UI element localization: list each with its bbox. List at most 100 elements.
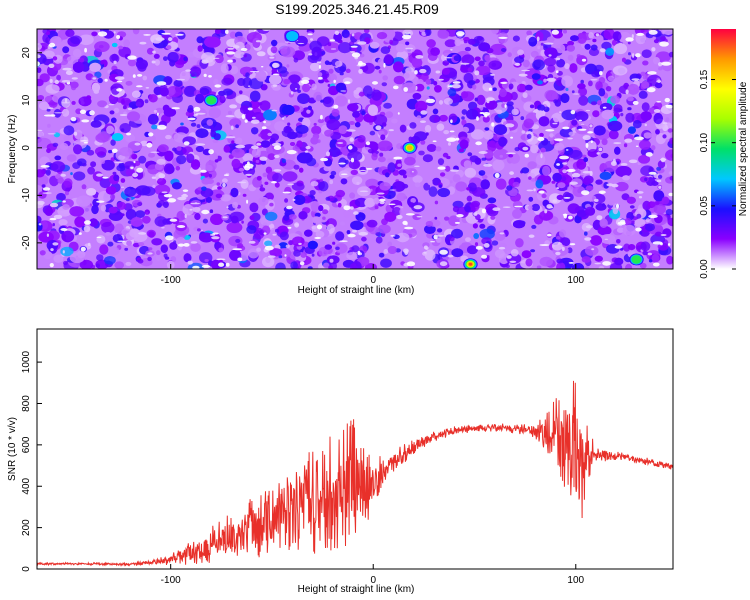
heatmap-cell [284, 198, 289, 203]
heatmap-low-cell [376, 192, 385, 195]
heatmap-x-tick-label: 100 [567, 275, 584, 286]
heatmap-low-cell [632, 100, 639, 105]
heatmap-low-cell [456, 214, 464, 218]
heatmap-cell [586, 140, 597, 152]
heatmap-cell [641, 81, 650, 89]
heatmap-cell [655, 129, 660, 135]
heatmap-cell [480, 179, 490, 190]
heatmap-cell [426, 144, 437, 152]
heatmap-cell [278, 255, 283, 259]
heatmap-cell [636, 213, 642, 219]
heatmap-cell [235, 238, 241, 243]
heatmap-cell [106, 246, 120, 256]
heatmap-cell [259, 129, 273, 140]
heatmap-cell [156, 250, 161, 256]
heatmap-cell [595, 179, 603, 185]
heatmap-low-cell [104, 78, 108, 82]
heatmap-cell [317, 118, 325, 124]
heatmap-low-cell [261, 126, 267, 130]
heatmap-cell [215, 54, 224, 64]
heatmap-low-cell [190, 241, 198, 244]
heatmap-cell [541, 193, 547, 199]
heatmap-cell [160, 87, 169, 97]
heatmap-cell [233, 50, 245, 59]
heatmap-cell [269, 248, 283, 257]
heatmap-cell [66, 55, 79, 65]
heatmap-cell [64, 191, 69, 196]
heatmap-cell [611, 39, 617, 46]
heatmap-cell [414, 100, 428, 112]
heatmap-low-cell [478, 151, 488, 154]
heatmap-cell [231, 140, 235, 144]
heatmap-cell [365, 178, 379, 189]
heatmap-cell [537, 45, 541, 50]
snr-y-label: SNR (10 * v/v) [7, 417, 18, 481]
heatmap-low-cell [653, 109, 661, 113]
heatmap-low-cell [625, 89, 629, 95]
heatmap-cell [434, 85, 442, 93]
heatmap-cell [320, 99, 324, 103]
heatmap-cell [310, 136, 319, 145]
heatmap-cell [576, 54, 581, 58]
heatmap-cell [616, 161, 620, 165]
heatmap-low-cell [247, 107, 253, 111]
heatmap-cell [489, 43, 507, 56]
heatmap-cell [90, 264, 96, 269]
heatmap-cell [478, 170, 486, 176]
heatmap-low-cell [158, 173, 166, 179]
heatmap-low-cell [96, 236, 102, 239]
heatmap-cell [512, 220, 526, 229]
heatmap-cell [245, 72, 250, 78]
heatmap-low-cell [97, 31, 108, 37]
heatmap-cell [293, 57, 299, 63]
heatmap-cell [562, 169, 567, 174]
heatmap-cell [467, 182, 477, 192]
heatmap-cell [556, 194, 564, 201]
heatmap-cell [466, 187, 470, 191]
heatmap-y-tick-label: -10 [21, 188, 32, 203]
heatmap-cell [187, 107, 194, 113]
heatmap-low-cell [252, 116, 256, 119]
heatmap-cell [41, 221, 48, 230]
heatmap-x-label: Height of straight line (km) [298, 285, 415, 296]
heatmap-cell [451, 228, 463, 239]
heatmap-peak [206, 96, 217, 105]
heatmap-cell [427, 179, 433, 186]
heatmap-cell [636, 245, 642, 250]
heatmap-cell [567, 247, 573, 254]
heatmap-low-cell [510, 136, 513, 139]
snr-y-tick-label: 1000 [21, 351, 32, 374]
heatmap-cell [655, 231, 663, 237]
heatmap-low-cell [375, 125, 382, 131]
heatmap-cell [517, 49, 524, 56]
heatmap-cell [167, 52, 179, 63]
heatmap-cell [78, 96, 92, 107]
heatmap-low-cell [479, 112, 485, 114]
heatmap-cell [361, 236, 367, 242]
heatmap-low-cell [297, 42, 305, 45]
heatmap-low-cell [383, 62, 386, 68]
heatmap-low-cell [227, 47, 234, 50]
heatmap-cell [543, 106, 550, 112]
heatmap-low-cell [84, 220, 91, 225]
heatmap-low-cell [161, 227, 165, 229]
heatmap-low-cell [358, 68, 363, 74]
heatmap-y-tick-label: 20 [21, 47, 32, 59]
heatmap-low-cell [578, 119, 582, 122]
heatmap-cell [53, 132, 61, 138]
heatmap-cell [208, 107, 221, 119]
heatmap-cell [197, 45, 203, 52]
heatmap-cell [555, 43, 566, 54]
heatmap-cell [608, 200, 615, 206]
heatmap-cell [131, 153, 138, 160]
heatmap-cell [96, 254, 104, 261]
heatmap-low-cell [449, 130, 455, 133]
heatmap-low-cell [46, 233, 50, 237]
heatmap-cell [378, 224, 391, 234]
heatmap-cell [69, 252, 85, 264]
heatmap-cell [375, 236, 383, 244]
heatmap-cell [624, 217, 632, 226]
heatmap-cell [99, 177, 111, 189]
heatmap-cell [350, 220, 364, 231]
